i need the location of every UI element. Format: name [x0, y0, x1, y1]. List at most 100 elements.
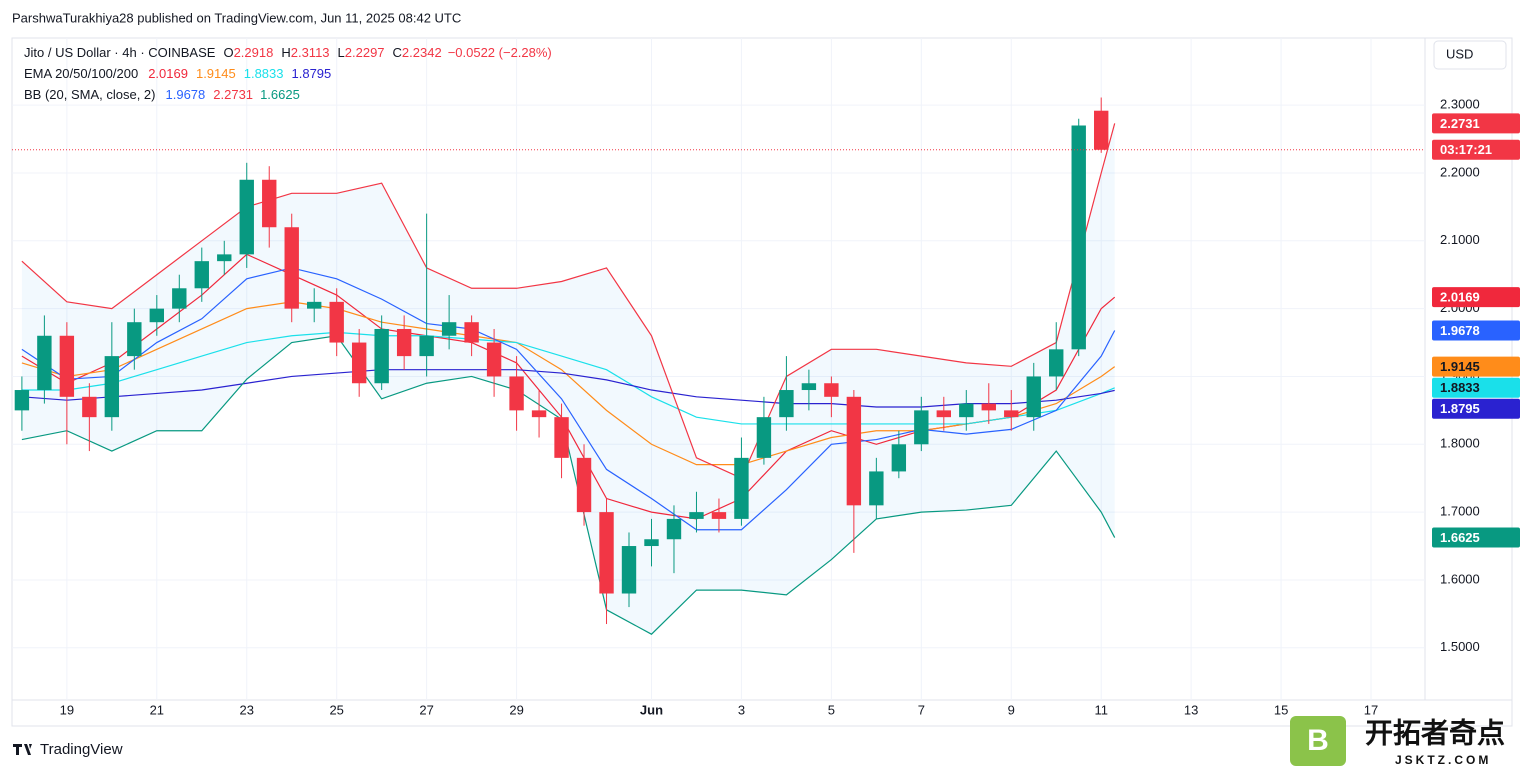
- y-tick-label: 2.2000: [1440, 164, 1480, 179]
- candle: [599, 498, 614, 625]
- candle: [914, 396, 929, 452]
- ohlc-label: O: [223, 45, 233, 60]
- candle: [217, 240, 232, 275]
- candle: [1026, 362, 1041, 431]
- candle: [104, 322, 120, 431]
- candle: [1071, 118, 1086, 357]
- indicator-value: 2.2731: [213, 87, 253, 102]
- candle-body: [711, 512, 727, 519]
- price-label: 1.8795: [1440, 401, 1480, 416]
- candle: [441, 295, 457, 350]
- candle-body: [1004, 410, 1019, 418]
- countdown-label: 03:17:21: [1440, 142, 1492, 157]
- symbol: Jito / US Dollar · 4h · COINBASE: [24, 45, 216, 60]
- candle-body: [239, 179, 254, 255]
- candle-body: [262, 179, 277, 228]
- ohlc-label: H: [281, 45, 290, 60]
- candle: [14, 376, 30, 431]
- candle-body: [576, 457, 592, 513]
- candle: [284, 213, 299, 323]
- ohlc-value: 2.3113: [291, 45, 330, 60]
- tv-logo: [13, 744, 32, 755]
- change: −0.0522 (−2.28%): [448, 45, 552, 60]
- candle: [824, 376, 839, 418]
- candle: [936, 396, 952, 431]
- price-label-bg: [1432, 356, 1520, 377]
- watermark-logo-bg: [1290, 716, 1346, 766]
- x-tick-label: 21: [150, 702, 164, 717]
- candle: [262, 166, 277, 248]
- candle-body: [82, 396, 97, 418]
- x-tick-label: 13: [1184, 702, 1198, 717]
- candle-body: [981, 403, 996, 411]
- candle: [891, 430, 907, 479]
- x-tick-label: 7: [918, 702, 925, 717]
- watermark-logo: B: [1307, 724, 1329, 757]
- ohlc-value: 2.2342: [402, 45, 442, 60]
- candle: [194, 247, 209, 302]
- candle-body: [307, 301, 322, 309]
- candle-body: [104, 356, 120, 418]
- indicator-label: EMA 20/50/100/200: [24, 66, 138, 81]
- y-tick-label: 1.6000: [1440, 571, 1480, 586]
- legend-main: Jito / US Dollar · 4h · COINBASE O2.2918 H…: [24, 45, 552, 60]
- candle-body: [599, 512, 614, 594]
- candle-body: [801, 383, 817, 391]
- legend-indicator: EMA 20/50/100/200 2.0169 1.9145 1.8833 1.879…: [24, 66, 331, 81]
- candle: [396, 315, 412, 370]
- candle: [419, 213, 434, 377]
- candle: [127, 308, 142, 370]
- price-label-bg: [1432, 377, 1520, 398]
- x-tick-label: 5: [828, 702, 835, 717]
- price-label: 1.6625: [1440, 530, 1480, 545]
- indicator-value: 1.6625: [260, 87, 300, 102]
- countdown-label-bg: [1432, 139, 1520, 160]
- candle-body: [217, 254, 232, 262]
- candle-body: [351, 342, 367, 384]
- candle: [82, 383, 97, 452]
- candle-body: [621, 546, 637, 594]
- candle-body: [329, 301, 344, 343]
- candle-body: [779, 390, 794, 418]
- candle: [59, 322, 75, 445]
- candle-body: [441, 322, 457, 336]
- candle-body: [59, 335, 75, 397]
- candle: [801, 369, 817, 411]
- legend-indicator: BB (20, SMA, close, 2) 1.9678 2.2731 1.6625: [24, 87, 300, 102]
- currency[interactable]: USD: [1446, 46, 1473, 61]
- candle: [509, 356, 524, 431]
- candle: [1004, 390, 1019, 431]
- price-label: 1.8833: [1440, 380, 1480, 395]
- candle-body: [689, 512, 704, 519]
- candle: [172, 274, 187, 323]
- candle-body: [194, 261, 209, 289]
- candle: [486, 328, 502, 397]
- candle-body: [666, 518, 682, 540]
- candle: [239, 162, 254, 268]
- x-tick-label: 25: [329, 702, 343, 717]
- price-label-bg: [1432, 113, 1520, 134]
- x-tick-label: Jun: [640, 702, 663, 717]
- candle-body: [959, 403, 974, 418]
- y-tick-label: 2.3000: [1440, 97, 1480, 112]
- candle: [869, 457, 884, 519]
- candle-body: [531, 410, 547, 418]
- candle: [149, 295, 165, 336]
- candle: [666, 505, 682, 574]
- candle: [351, 328, 367, 397]
- byline: ParshwaTurakhiya28 published on TradingV…: [12, 10, 461, 25]
- candle: [554, 403, 569, 479]
- indicator-value: 1.8795: [292, 66, 332, 81]
- candle-body: [127, 322, 142, 357]
- price-label: 1.9145: [1440, 359, 1480, 374]
- candle-body: [734, 457, 749, 519]
- currency-button[interactable]: [1433, 40, 1507, 70]
- candle-body: [824, 383, 839, 397]
- candle: [531, 390, 547, 438]
- x-tick-label: 23: [240, 702, 254, 717]
- x-tick-label: 27: [419, 702, 433, 717]
- ohlc-label: L: [338, 45, 345, 60]
- ohlc-label: C: [393, 45, 402, 60]
- y-tick-label: 1.7000: [1440, 504, 1480, 519]
